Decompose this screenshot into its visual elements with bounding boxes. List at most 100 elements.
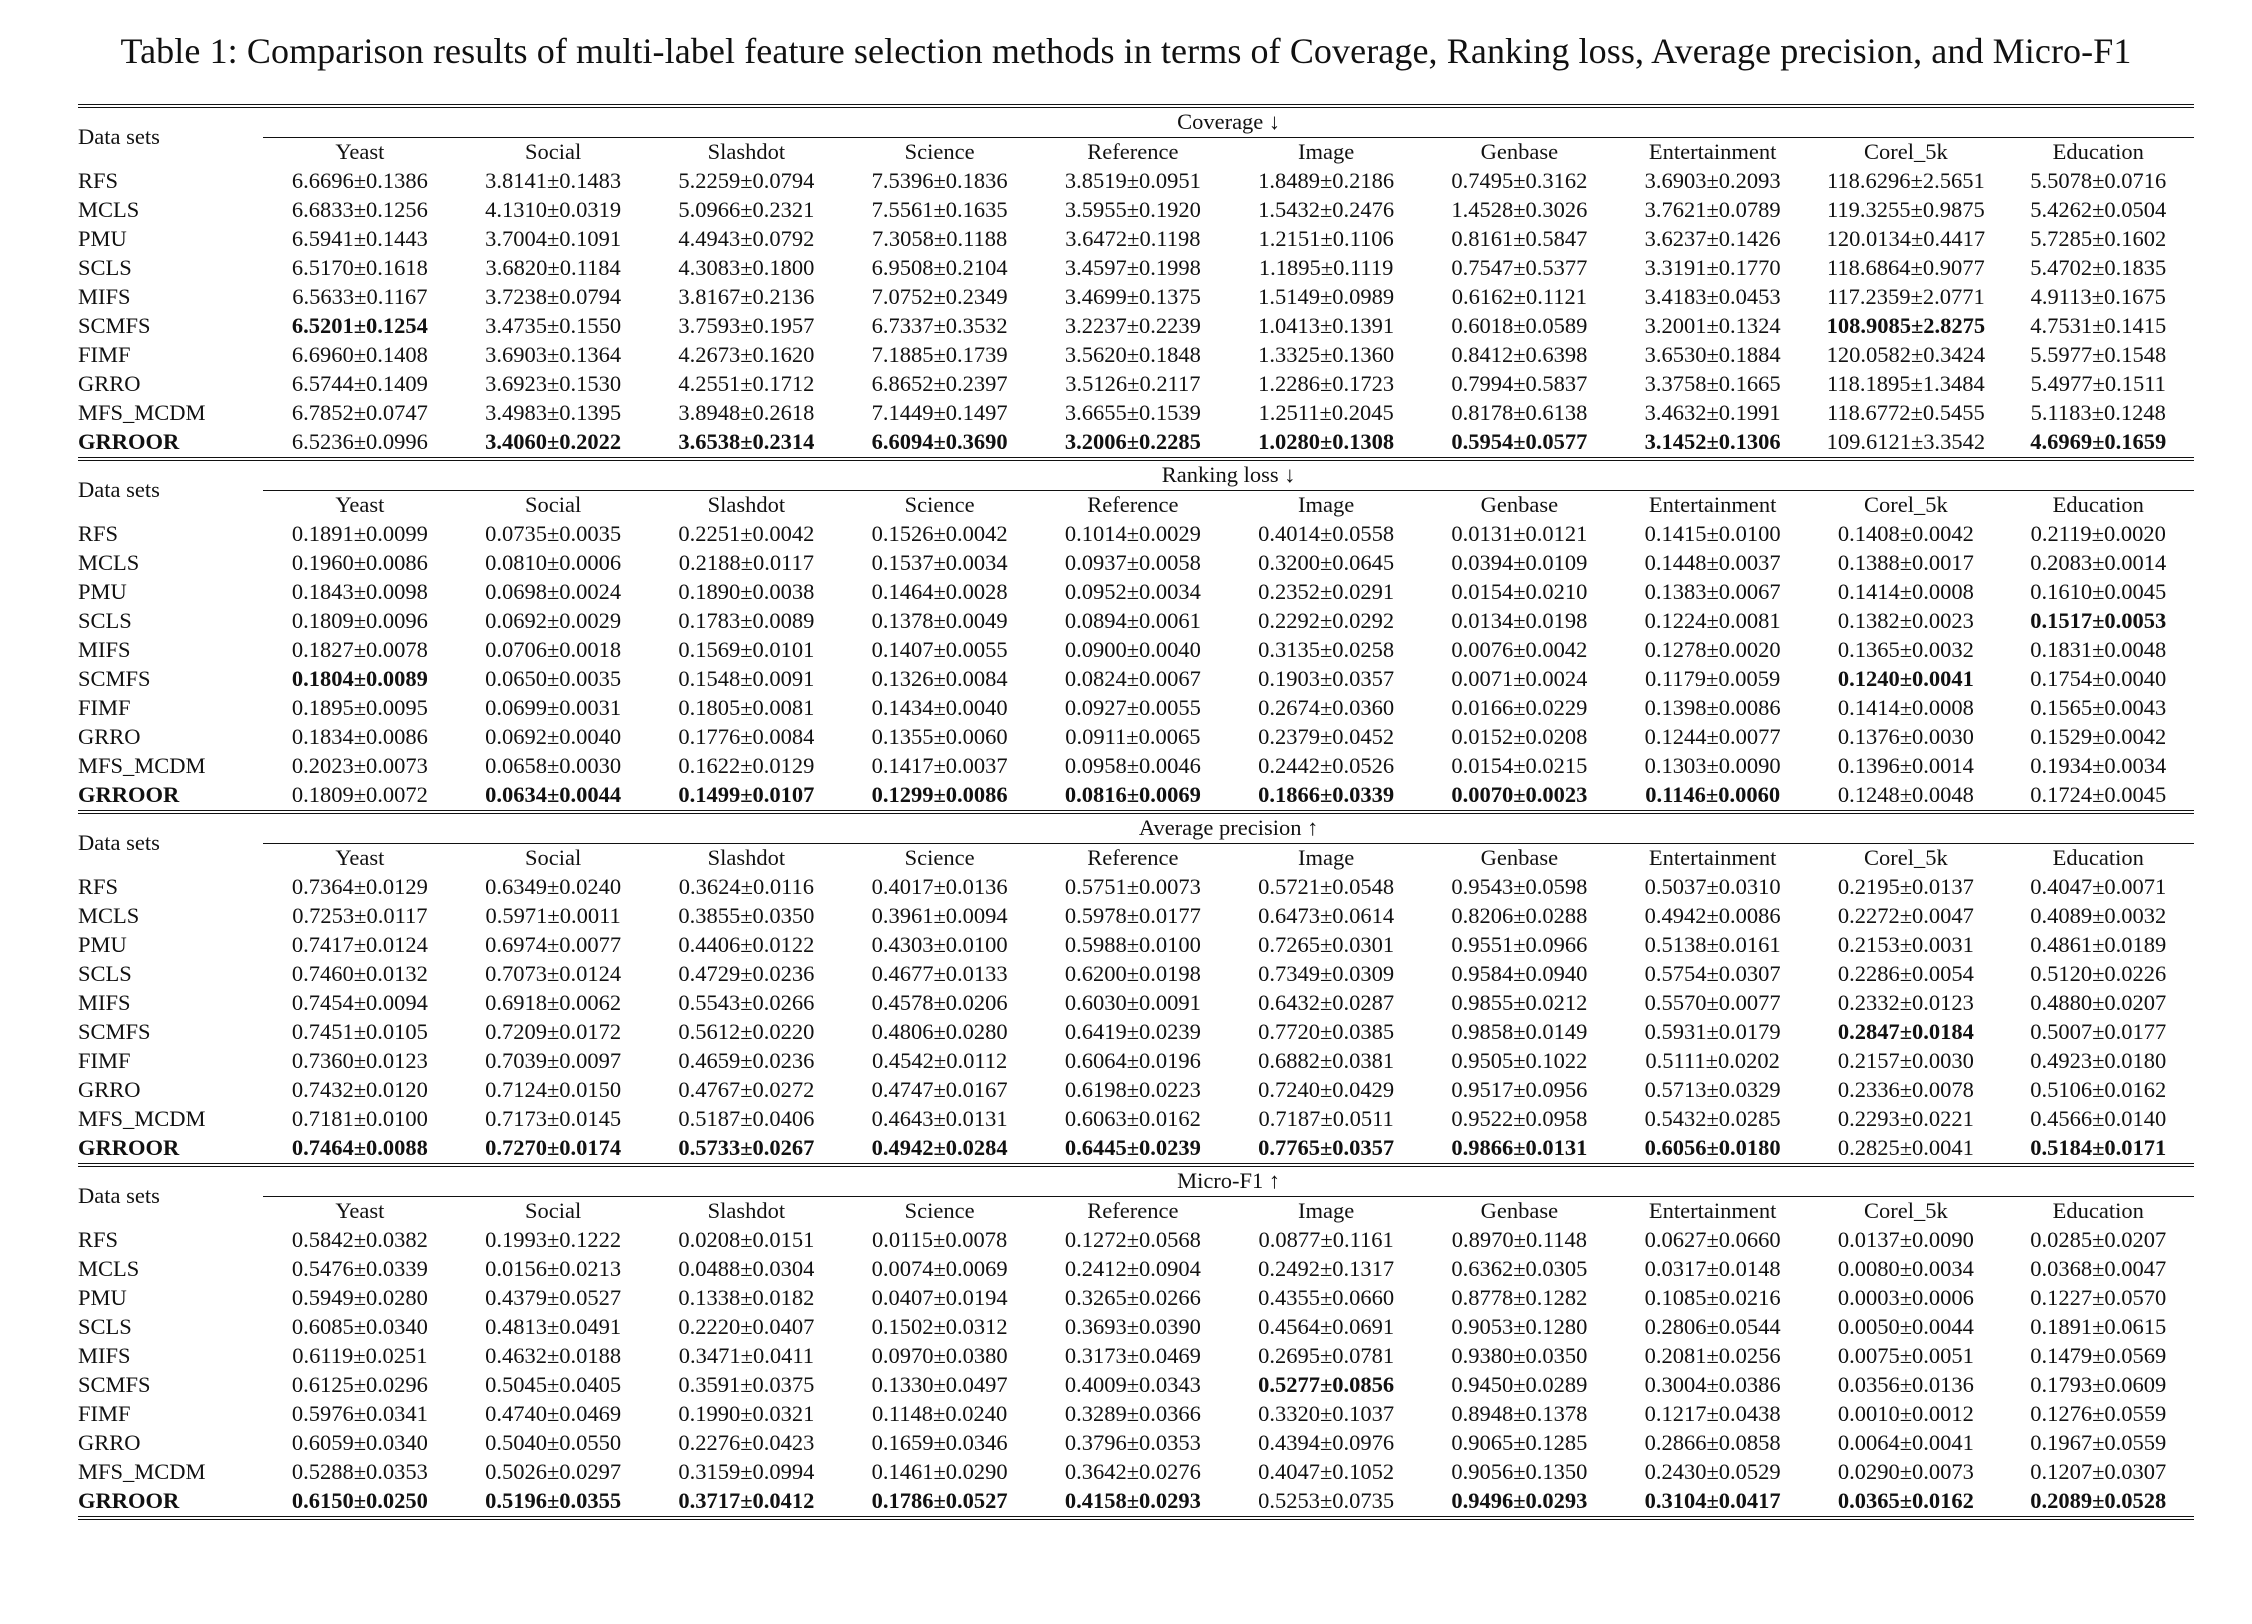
mean-value: 0.7495 [1451, 168, 1514, 194]
std-value: 0.0091 [752, 666, 815, 692]
column-header: Corel_5k [1864, 1198, 1948, 1224]
std-value: 0.0202 [1717, 1048, 1780, 1074]
method-name: SCMFS [78, 666, 151, 692]
mean-value: 0.5976 [291, 1401, 354, 1427]
value-cell: 0.1398±0.0086 [1616, 694, 1809, 723]
mean-value: 0.1407 [871, 637, 934, 663]
method-name: RFS [78, 874, 119, 900]
section-header-row: Data sets Coverage ↓ [78, 104, 2194, 167]
value-cell: 1.2151±0.1106 [1230, 225, 1423, 254]
mean-value: 0.3591 [678, 1372, 741, 1398]
plus-minus-sign: ± [1706, 608, 1719, 634]
std-value: 0.1306 [1718, 429, 1781, 455]
metric-title: Micro-F1 ↑ [263, 1163, 2194, 1197]
plus-minus-sign: ± [1126, 429, 1140, 455]
table-row: RFS 0.7364±0.0129 0.6349±0.0240 0.3624±0.01… [78, 873, 2194, 902]
value-cell: 0.3320±0.1037 [1230, 1400, 1423, 1429]
std-value: 0.5837 [1525, 371, 1588, 397]
plus-minus-sign: ± [1706, 1256, 1719, 1282]
table-row: RFS 0.1891±0.0099 0.0735±0.0035 0.2251±0.00… [78, 520, 2194, 549]
std-value: 0.0223 [1139, 1077, 1201, 1103]
column-header: Slashdot [707, 1198, 786, 1224]
std-value: 0.0044 [559, 782, 622, 808]
mean-value: 0.1388 [1837, 550, 1900, 576]
method-name: FIMF [78, 1401, 131, 1427]
value-cell: 0.1227±0.0570 [2003, 1284, 2195, 1313]
value-cell: 3.2237±0.2239 [1036, 312, 1229, 341]
mean-value: 7.5396 [871, 168, 934, 194]
std-value: 0.0293 [1139, 1488, 1201, 1514]
plus-minus-sign: ± [1126, 753, 1140, 779]
std-value: 0.0226 [2104, 961, 2167, 987]
std-value: 0.0123 [366, 1048, 428, 1074]
plus-minus-sign: ± [933, 1227, 946, 1253]
std-value: 0.0145 [559, 1106, 622, 1132]
mean-value: 0.2866 [1644, 1430, 1707, 1456]
value-cell: 0.1448±0.0037 [1616, 549, 1809, 578]
mean-value: 6.5744 [291, 371, 354, 397]
mean-value: 0.5971 [485, 903, 548, 929]
std-value: 0.0251 [365, 1343, 428, 1369]
value-cell: 0.0634±0.0044 [456, 781, 650, 814]
value-cell: 0.1326±0.0084 [843, 665, 1036, 694]
plus-minus-sign: ± [546, 932, 560, 958]
std-value: 0.0116 [752, 874, 815, 900]
mean-value: 0.4047 [1258, 1459, 1320, 1485]
std-value: 0.0071 [2104, 874, 2167, 900]
mean-value: 0.1303 [1644, 753, 1707, 779]
plus-minus-sign: ± [1706, 371, 1719, 397]
value-cell: 0.9505±0.1022 [1423, 1047, 1616, 1076]
plus-minus-sign: ± [1899, 1256, 1913, 1282]
method-name: SCLS [78, 961, 132, 987]
std-value: 0.0297 [559, 1459, 622, 1485]
mean-value: 109.6121 [1826, 429, 1911, 455]
mean-value: 0.1244 [1644, 724, 1707, 750]
plus-minus-sign: ± [740, 255, 753, 281]
value-cell: 0.4767±0.0272 [650, 1076, 843, 1105]
value-cell: 0.9065±0.1285 [1423, 1429, 1616, 1458]
std-value: 0.0280 [945, 1019, 1008, 1045]
data-sets-header: Data sets [78, 457, 264, 520]
std-value: 0.1884 [1718, 342, 1781, 368]
value-cell: 0.0152±0.0208 [1423, 723, 1616, 752]
std-value: 0.1550 [559, 313, 622, 339]
std-value: 0.0042 [945, 521, 1008, 547]
plus-minus-sign: ± [933, 724, 946, 750]
mean-value: 0.4394 [1258, 1430, 1320, 1456]
plus-minus-sign: ± [1126, 1256, 1140, 1282]
std-value: 0.0568 [1139, 1227, 1201, 1253]
mean-value: 0.1464 [871, 579, 934, 605]
mean-value: 0.6150 [291, 1488, 354, 1514]
std-value: 0.0086 [366, 724, 428, 750]
mean-value: 0.4729 [678, 961, 741, 987]
value-cell: 0.1834±0.0086 [263, 723, 456, 752]
mean-value: 0.1207 [2030, 1459, 2093, 1485]
value-cell: 0.1805±0.0081 [650, 694, 843, 723]
plus-minus-sign: ± [1910, 342, 1924, 368]
std-value: 0.0527 [559, 1285, 622, 1311]
value-cell: 0.0970±0.0380 [843, 1342, 1036, 1371]
mean-value: 0.2379 [1258, 724, 1320, 750]
plus-minus-sign: ± [933, 1048, 947, 1074]
method-name: MIFS [78, 284, 131, 310]
plus-minus-sign: ± [1126, 1372, 1140, 1398]
plus-minus-sign: ± [353, 874, 367, 900]
plus-minus-sign: ± [1513, 1488, 1526, 1514]
std-value: 0.0096 [366, 608, 428, 634]
value-cell: 0.0075±0.0051 [1809, 1342, 2002, 1371]
value-cell: 1.0280±0.1308 [1229, 428, 1423, 461]
value-cell: 0.2866±0.0858 [1616, 1429, 1809, 1458]
plus-minus-sign: ± [1126, 1285, 1140, 1311]
plus-minus-sign: ± [2092, 371, 2105, 397]
std-value: 0.0151 [752, 1227, 815, 1253]
mean-value: 0.1365 [1837, 637, 1900, 663]
std-value: 0.0008 [1912, 579, 1974, 605]
mean-value: 0.0080 [1837, 1256, 1900, 1282]
plus-minus-sign: ± [933, 695, 946, 721]
plus-minus-sign: ± [1126, 932, 1140, 958]
mean-value: 0.1355 [871, 724, 934, 750]
mean-value: 0.4747 [871, 1077, 934, 1103]
table-row: MIFS 0.7454±0.0094 0.6918±0.0062 0.5543±0.0… [78, 989, 2194, 1018]
mean-value: 0.7173 [485, 1106, 547, 1132]
mean-value: 0.0692 [485, 608, 547, 634]
